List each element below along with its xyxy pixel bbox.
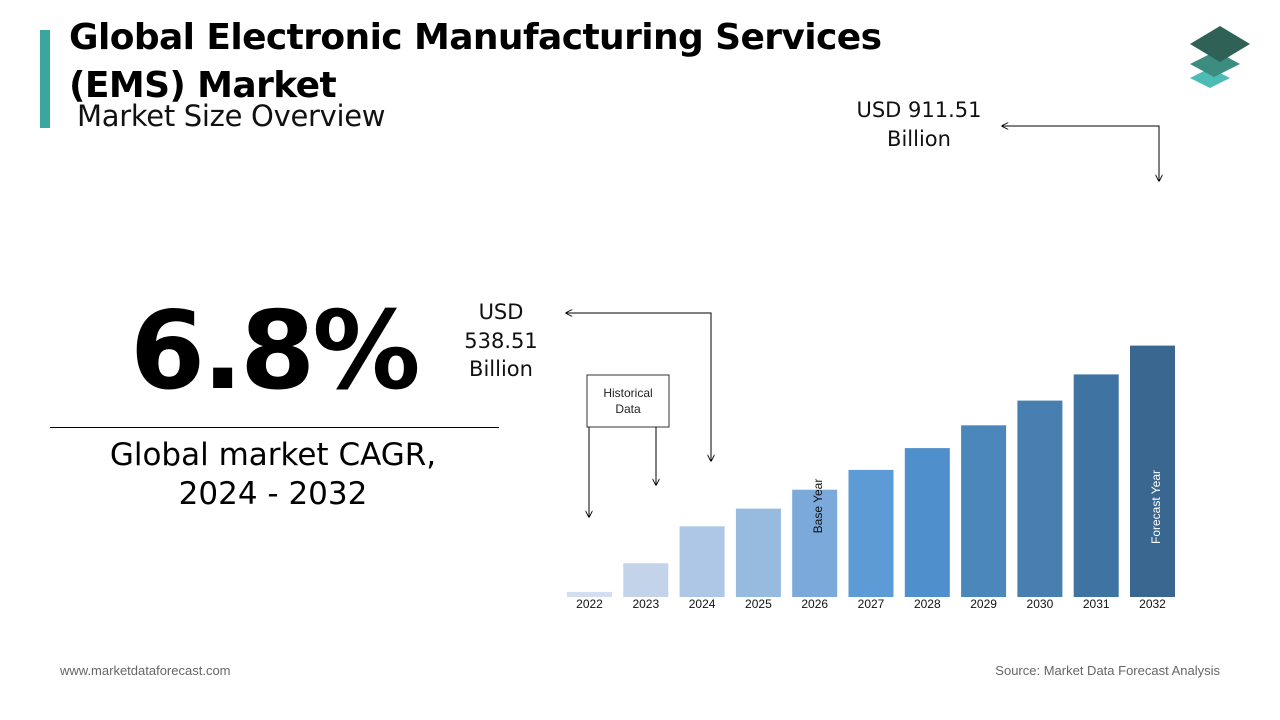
x-tick-2025: 2025 [745,597,772,611]
footer-website: www.marketdataforecast.com [60,663,231,678]
base-year-label: Base Year [811,479,825,534]
cagr-value: 6.8% [130,289,421,414]
historical-data-box [586,374,670,428]
bar-2022 [567,591,612,597]
x-tick-2022: 2022 [576,597,603,611]
x-tick-2024: 2024 [689,597,716,611]
bar-2030 [1017,400,1063,597]
historical-data-label-line-1: Historical [603,386,652,400]
arrow-2032-value [1002,126,1159,181]
x-tick-2030: 2030 [1027,597,1054,611]
bars-group [567,345,1175,597]
bar-2024 [679,526,725,597]
x-tick-2028: 2028 [914,597,941,611]
x-tick-2026: 2026 [801,597,828,611]
footer-source: Source: Market Data Forecast Analysis [995,663,1220,678]
cagr-label-line-2: 2024 - 2032 [178,476,368,512]
value-2024-line-1: USD [479,300,524,324]
cagr-label: Global market CAGR, 2024 - 2032 [50,436,496,514]
bar-2028 [904,448,950,597]
x-tick-labels: 2022 2023 2024 2025 2026 2027 2028 2029 2030 2031… [576,597,1166,611]
arrow-2024-value [566,313,711,461]
page-title: Global Electronic Manufacturing Services… [69,17,882,106]
x-tick-2032: 2032 [1139,597,1166,611]
logo-layer-top [1190,26,1250,62]
value-2032-line-1: USD 911.51 [856,98,981,122]
cagr-label-line-1: Global market CAGR, [109,437,437,473]
page-subtitle: Market Size Overview [77,99,386,133]
bar-2026 [792,489,838,597]
bar-2031 [1073,374,1119,597]
bar-2029 [961,425,1007,597]
bar-2025 [735,508,781,597]
bar-2023 [623,563,669,597]
value-2032-line-2: Billion [887,127,951,151]
company-logo-icon [1190,26,1250,88]
historical-data-label-line-2: Data [615,402,641,416]
cagr-divider [50,427,499,428]
bar-2032 [1130,345,1175,597]
forecast-year-label: Forecast Year [1149,470,1163,544]
value-2024-line-2: 538.51 [464,329,537,353]
x-tick-2027: 2027 [858,597,885,611]
x-tick-2029: 2029 [970,597,997,611]
x-tick-2023: 2023 [632,597,659,611]
title-accent-bar [40,30,50,128]
x-tick-2031: 2031 [1083,597,1110,611]
value-2024-line-3: Billion [469,357,533,381]
bar-2027 [848,469,894,597]
